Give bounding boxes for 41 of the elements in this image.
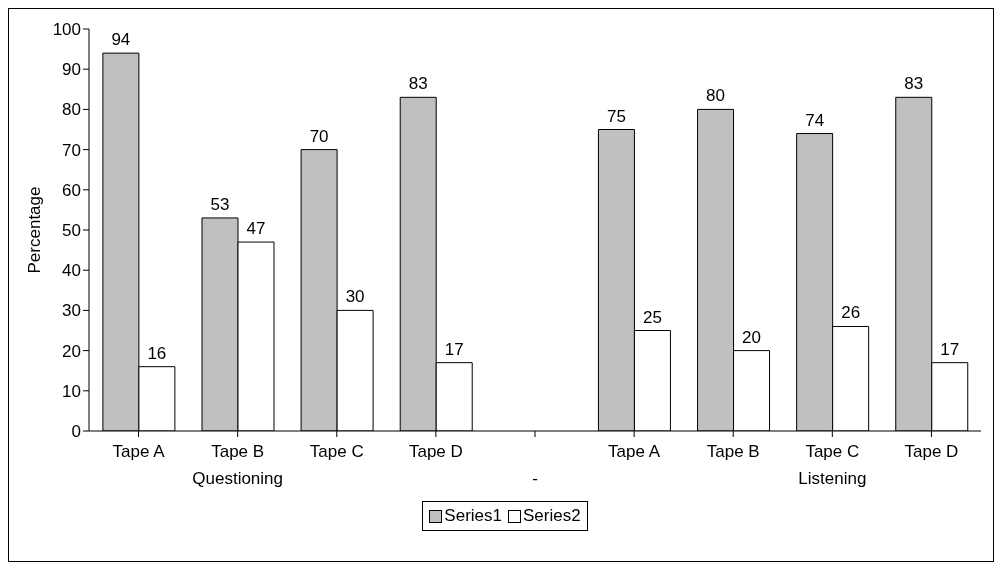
data-label: 53 bbox=[210, 194, 230, 214]
data-label: 25 bbox=[642, 307, 662, 327]
text: Questioning bbox=[191, 469, 284, 489]
y-tick-label: 40 bbox=[62, 261, 81, 281]
data-label: 75 bbox=[606, 106, 626, 126]
data-label: 80 bbox=[706, 86, 725, 106]
x-tick-label: Tape A bbox=[112, 442, 166, 462]
y-tick-label: 10 bbox=[62, 381, 81, 401]
legend-label: Series2 bbox=[523, 506, 581, 526]
data-label: 30 bbox=[345, 287, 365, 307]
text: Listening bbox=[797, 469, 868, 489]
x-tick-label: Tape C bbox=[805, 442, 860, 462]
y-tick-label: 90 bbox=[62, 60, 81, 80]
legend-label: Series1 bbox=[444, 506, 502, 526]
y-tick-label: 100 bbox=[52, 20, 81, 40]
x-tick-label: Tape D bbox=[904, 442, 959, 462]
x-tick-label: Tape B bbox=[706, 442, 760, 462]
data-label: 17 bbox=[940, 339, 960, 359]
y-tick-label: 60 bbox=[62, 180, 81, 200]
y-tick-label: 30 bbox=[62, 301, 81, 321]
data-label: 70 bbox=[309, 126, 329, 146]
text: - bbox=[531, 469, 539, 489]
x-tick-label: Tape D bbox=[408, 442, 463, 462]
data-label: 83 bbox=[408, 74, 428, 94]
data-label: 74 bbox=[805, 110, 825, 130]
data-label: 47 bbox=[246, 219, 266, 239]
data-label: 83 bbox=[904, 74, 924, 94]
data-label: 26 bbox=[841, 303, 861, 323]
x-tick-label: Tape A bbox=[608, 442, 661, 462]
y-axis-title: Percentage bbox=[25, 186, 45, 274]
y-tick-label: 80 bbox=[62, 100, 81, 120]
y-tick-label: 70 bbox=[62, 140, 81, 160]
y-tick-label: 50 bbox=[62, 221, 81, 241]
y-tick-label: 20 bbox=[62, 341, 81, 361]
y-tick-label: 0 bbox=[71, 422, 81, 442]
x-tick-label: Tape C bbox=[309, 442, 364, 462]
data-label: 20 bbox=[742, 327, 761, 347]
data-label: 94 bbox=[111, 30, 131, 50]
data-label: 16 bbox=[147, 343, 167, 363]
data-label: 17 bbox=[444, 339, 464, 359]
x-tick-label: Tape B bbox=[211, 442, 265, 462]
